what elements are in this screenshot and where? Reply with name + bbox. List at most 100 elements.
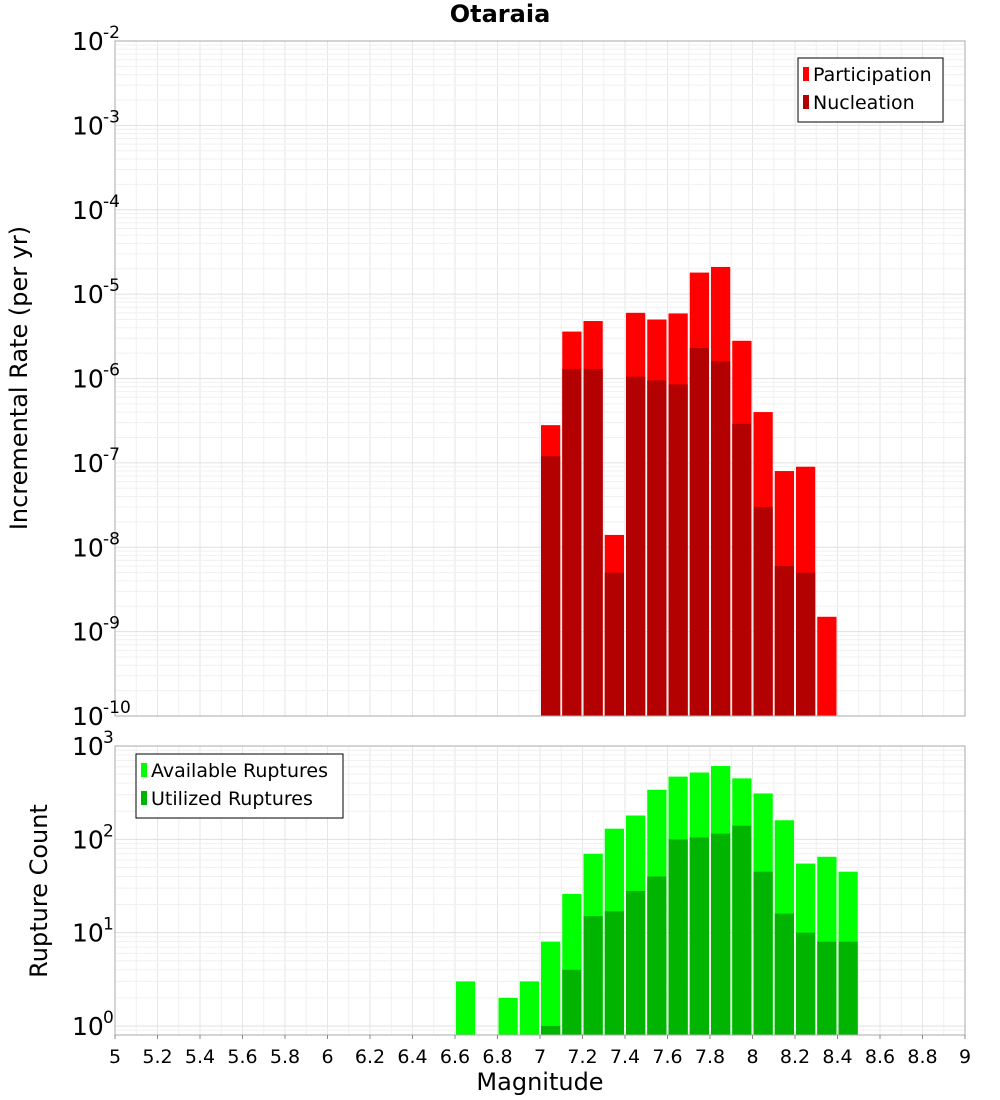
y-tick-base: 10 [72, 111, 104, 140]
x-tick-label: 5.8 [270, 1046, 300, 1068]
legend-box [797, 57, 944, 123]
bar-available-ruptures [519, 981, 539, 1035]
legend-swatch [803, 67, 809, 81]
bar-utilized-ruptures [541, 1025, 561, 1035]
y-tick-label: 10 -7 [72, 445, 120, 478]
x-tick-label: 5.6 [227, 1046, 257, 1068]
x-tick-label: 7.6 [652, 1046, 682, 1068]
count-legend: Available Ruptures Utilized Ruptures [135, 753, 344, 819]
x-tick-label: 6 [321, 1046, 333, 1068]
x-tick-label: 7.2 [567, 1046, 597, 1068]
x-tick-label: 6.2 [355, 1046, 385, 1068]
y-tick-exponent: -2 [103, 23, 120, 43]
y-tick-base: 10 [72, 825, 104, 854]
x-tick-label: 6.6 [440, 1046, 470, 1068]
bar-nucleation [711, 361, 731, 716]
bar-nucleation [732, 423, 752, 716]
y-tick-base: 10 [72, 449, 104, 478]
x-axis-label: Magnitude [476, 1068, 603, 1096]
y-tick-base: 10 [72, 196, 104, 225]
bar-nucleation [562, 368, 582, 716]
rate-bars [541, 266, 837, 716]
y-tick-label: 10 -6 [72, 361, 120, 394]
bar-nucleation [583, 368, 603, 716]
x-tick-label: 8.8 [907, 1046, 937, 1068]
bar-participation [817, 616, 837, 716]
legend-label: Available Ruptures [151, 760, 328, 782]
y-tick-label: 10 -4 [72, 192, 120, 225]
bar-nucleation [647, 380, 667, 716]
y-tick-base: 10 [72, 1012, 104, 1041]
bar-nucleation [796, 572, 816, 716]
bar-available-ruptures [456, 981, 476, 1035]
bar-nucleation [753, 506, 773, 716]
bar-utilized-ruptures [796, 932, 816, 1035]
bar-utilized-ruptures [668, 839, 688, 1035]
x-tick-label: 6.4 [397, 1046, 427, 1068]
y-tick-label: 10 3 [72, 728, 114, 761]
bar-utilized-ruptures [583, 916, 603, 1035]
y-tick-base: 10 [72, 27, 104, 56]
legend-label: Utilized Ruptures [151, 788, 313, 810]
bar-nucleation [774, 565, 794, 716]
bar-utilized-ruptures [774, 913, 794, 1035]
bar-utilized-ruptures [562, 969, 582, 1035]
y-tick-base: 10 [72, 618, 104, 647]
y-tick-base: 10 [72, 365, 104, 394]
y-tick-base: 10 [72, 280, 104, 309]
y-tick-label: 10 -2 [72, 23, 120, 56]
y-tick-exponent: 3 [103, 728, 114, 748]
y-tick-exponent: -8 [103, 529, 120, 549]
y-tick-label: 10 -5 [72, 276, 120, 309]
magnitude-x-ticks: 5 5.2 5.4 5.6 5.8 6 6.2 6.4 6.6 6.8 7 7.2 7.4 7.6 7.8 8… [109, 1035, 971, 1068]
rate-legend: Participation Nucleation [797, 57, 944, 123]
x-tick-label: 5.4 [185, 1046, 215, 1068]
x-tick-label: 8.6 [865, 1046, 895, 1068]
legend-label: Nucleation [813, 92, 915, 114]
y-tick-label: 10 0 [72, 1008, 114, 1041]
legend-label: Participation [813, 64, 932, 86]
y-tick-exponent: 2 [103, 821, 114, 841]
y-tick-exponent: -4 [103, 192, 120, 212]
legend-swatch [141, 763, 147, 777]
bar-utilized-ruptures [689, 837, 709, 1035]
rate-grid [114, 40, 966, 717]
y-tick-exponent: -6 [103, 361, 120, 381]
y-tick-base: 10 [72, 919, 104, 948]
x-tick-label: 5 [109, 1046, 121, 1068]
legend-box [135, 753, 344, 819]
x-tick-label: 7.8 [695, 1046, 725, 1068]
x-tick-label: 7.4 [610, 1046, 640, 1068]
rate-plot-frame [114, 40, 966, 717]
bar-utilized-ruptures [817, 941, 837, 1035]
y-tick-exponent: -3 [103, 107, 120, 127]
legend-swatch [803, 95, 809, 109]
count-y-axis-label: Rupture Count [25, 804, 53, 978]
bar-nucleation [541, 456, 561, 716]
bar-utilized-ruptures [604, 911, 624, 1035]
bar-utilized-ruptures [753, 871, 773, 1035]
y-tick-label: 10 -8 [72, 529, 120, 562]
x-tick-label: 8 [746, 1046, 758, 1068]
y-tick-label: 10 -9 [72, 614, 120, 647]
y-tick-base: 10 [72, 702, 104, 731]
bar-utilized-ruptures [711, 833, 731, 1035]
y-tick-exponent: -10 [103, 698, 131, 718]
y-tick-label: 10 -10 [72, 698, 131, 731]
rate-y-axis-label: Incremental Rate (per yr) [5, 226, 33, 530]
y-tick-exponent: 1 [103, 915, 114, 935]
legend-swatch [141, 791, 147, 805]
y-tick-label: 10 -3 [72, 107, 120, 140]
bar-nucleation [604, 572, 624, 716]
bar-nucleation [626, 376, 646, 716]
rate-y-ticks: 10-210-310-410-510-610-710-810-910-10 [72, 23, 131, 731]
bar-nucleation [689, 347, 709, 716]
bar-utilized-ruptures [838, 941, 858, 1035]
y-tick-base: 10 [72, 732, 104, 761]
bar-available-ruptures [498, 997, 518, 1035]
rate-panel: 10-210-310-410-510-610-710-810-910-10 In… [5, 23, 966, 731]
x-tick-label: 6.8 [482, 1046, 512, 1068]
y-tick-base: 10 [72, 533, 104, 562]
